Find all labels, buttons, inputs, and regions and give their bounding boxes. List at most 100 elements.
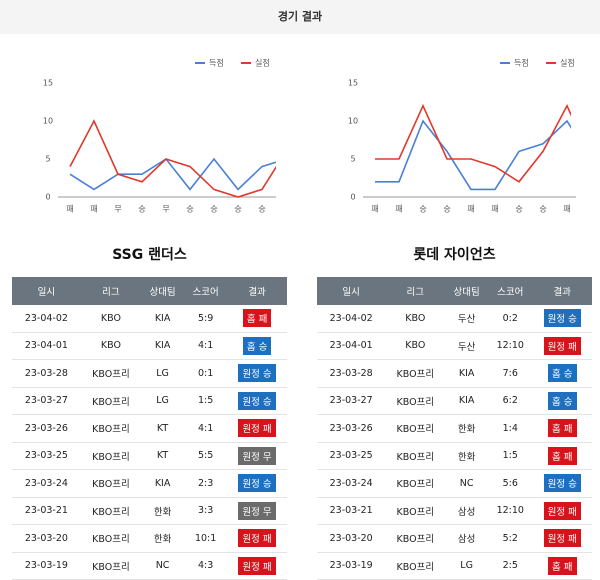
plot	[69, 119, 276, 198]
header-row: 일시 리그 상대팀 스코어 결과	[12, 277, 287, 305]
column-header: 일시	[12, 277, 81, 305]
table-cell: LG	[141, 387, 185, 415]
table-cell: 1:5	[488, 442, 533, 470]
table-cell: 23-04-02	[317, 305, 386, 333]
legend-label: 득점	[514, 58, 529, 68]
table-cell: 5:6	[488, 469, 533, 498]
table-cell: KBO프리	[80, 414, 142, 443]
result-cell: 원정 승	[227, 359, 287, 388]
table-row: 23-03-28 KBO프리 LG 0:1 원정 승	[12, 359, 287, 388]
result-badge: 원정 승	[238, 474, 276, 493]
result-badge: 원정 승	[238, 364, 276, 383]
table-cell: 23-03-28	[317, 359, 386, 388]
table-cell: 12:10	[488, 332, 533, 360]
table-cell: NC	[141, 552, 185, 580]
table-cell: KT	[141, 414, 185, 443]
table-cell: KBO프리	[385, 359, 446, 388]
table-cell: 삼성	[445, 524, 488, 553]
line-series	[69, 119, 276, 198]
table-row: 23-04-01 KBO 두산 12:10 원정 패	[317, 332, 592, 360]
result-cell: 원정 패	[227, 524, 287, 553]
table-row: 23-03-19 KBO프리 LG 2:5 홈 패	[317, 552, 592, 580]
y-tick-label: 15	[348, 79, 358, 88]
table-cell: 한화	[141, 497, 185, 525]
table-cell: KBO	[385, 305, 446, 333]
table-cell: 5:2	[488, 524, 533, 553]
table-cell: KBO프리	[80, 442, 142, 470]
result-badge: 홈 승	[242, 336, 272, 355]
table-cell: 2:5	[488, 552, 533, 580]
table-row: 23-03-25 KBO프리 한화 1:5 홈 패	[317, 442, 592, 470]
y-tick-label: 5	[45, 155, 50, 164]
table-cell: 1:4	[488, 414, 533, 443]
table-cell: 3:3	[184, 497, 228, 525]
table-cell: 5:5	[184, 442, 228, 470]
table-cell: 23-03-27	[317, 387, 386, 415]
table-cell: KBO프리	[80, 469, 142, 498]
table-cell: 23-03-20	[317, 524, 386, 553]
table-cell: KBO프리	[80, 497, 142, 525]
table-cell: KBO프리	[385, 524, 446, 553]
result-cell: 홈 승	[532, 387, 592, 415]
column-header: 리그	[385, 277, 446, 305]
result-cell: 원정 패	[532, 332, 592, 360]
table-cell: KBO	[80, 305, 142, 333]
table-cell: KIA	[141, 305, 185, 333]
column-header: 스코어	[488, 277, 533, 305]
result-cell: 홈 승	[227, 332, 287, 360]
table-cell: 0:1	[184, 359, 228, 388]
table-cell: KBO프리	[385, 414, 446, 443]
column-header: 결과	[532, 277, 592, 305]
result-badge: 원정 승	[543, 309, 581, 328]
x-tick-label: 패	[491, 204, 498, 214]
table-row: 23-03-27 KBO프리 KIA 6:2 홈 승	[317, 387, 592, 415]
table-cell: 두산	[445, 305, 488, 333]
table-cell: 23-03-20	[12, 524, 81, 553]
result-cell: 원정 패	[532, 497, 592, 525]
table-cell: LG	[445, 552, 488, 580]
result-badge: 원정 패	[238, 419, 276, 438]
column-header: 결과	[227, 277, 287, 305]
result-badge: 홈 패	[548, 556, 577, 575]
result-badge: 홈 패	[242, 309, 272, 328]
result-cell: 홈 패	[532, 552, 592, 580]
table-cell: 23-03-19	[12, 552, 81, 580]
table-row: 23-03-21 KBO프리 한화 3:3 원정 무	[12, 497, 287, 525]
result-cell: 홈 패	[532, 442, 592, 470]
table-cell: 10:1	[184, 524, 228, 553]
result-cell: 원정 패	[532, 524, 592, 553]
result-cell: 원정 무	[227, 442, 287, 470]
table-row: 23-03-28 KBO프리 KIA 7:6 홈 승	[317, 359, 592, 388]
table-cell: KBO프리	[80, 359, 142, 388]
column-header: 상대팀	[445, 277, 488, 305]
table-row: 23-03-20 KBO프리 한화 10:1 원정 패	[12, 524, 287, 553]
x-tick-label: 승	[138, 205, 145, 214]
table-cell: 0:2	[488, 305, 533, 333]
y-tick-label: 10	[43, 117, 53, 126]
result-badge: 원정 패	[543, 529, 581, 548]
table-row: 23-03-20 KBO프리 삼성 5:2 원정 패	[317, 524, 592, 553]
result-cell: 원정 승	[227, 387, 287, 415]
table-cell: KBO	[80, 332, 142, 360]
table-cell: 삼성	[445, 497, 488, 525]
table-cell: 23-03-27	[12, 387, 81, 415]
x-tick-label: 패	[371, 204, 378, 214]
table-row: 23-04-02 KBO KIA 5:9 홈 패	[12, 305, 287, 333]
column-header: 일시	[317, 277, 386, 305]
plot	[375, 103, 571, 191]
team-title: SSG 랜더스	[112, 247, 187, 263]
table-cell: 한화	[445, 414, 488, 443]
y-tick-label: 15	[43, 79, 53, 88]
x-tick-label: 패	[90, 204, 97, 214]
table-cell: 12:10	[488, 497, 533, 525]
table-cell: 23-03-26	[12, 414, 81, 443]
charts: 0 5 10 15 패 패 무 승 무 승 승 승 승 득점 실점 0 5 10 15 패 패 승 승 패 패 승 승 패 득점 실점	[43, 58, 576, 214]
table-cell: 4:3	[184, 552, 228, 580]
table-cell: LG	[141, 359, 185, 388]
table-cell: 2:3	[184, 469, 228, 498]
x-tick-label: 승	[258, 205, 265, 214]
table-cell: 4:1	[184, 414, 228, 443]
x-tick-label: 승	[234, 205, 241, 214]
table-cell: 23-03-26	[317, 414, 386, 443]
table-cell: 두산	[445, 332, 488, 360]
